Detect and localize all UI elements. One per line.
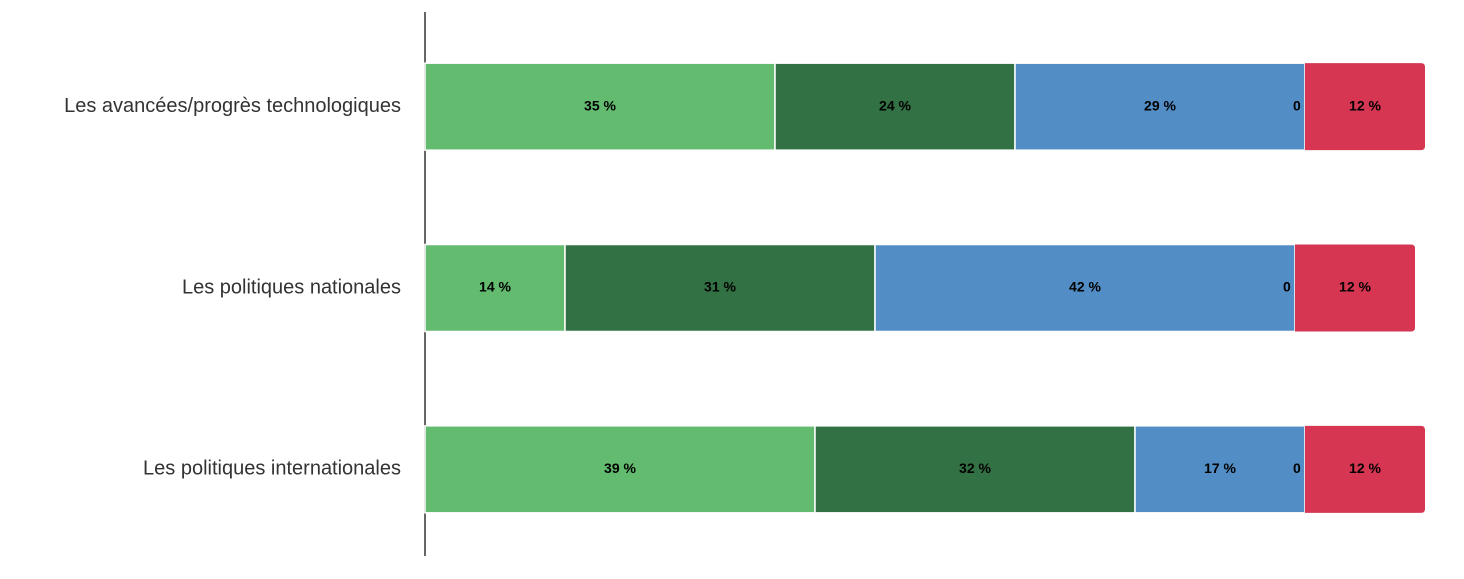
value-label: 12 %: [1349, 460, 1381, 476]
bar-segment: [1014, 62, 1306, 151]
value-label: 12 %: [1349, 97, 1381, 113]
bar-segment: [424, 243, 566, 333]
bar-segment: [1295, 244, 1415, 332]
value-label: 39 %: [604, 460, 636, 476]
bar-segment: [564, 243, 876, 333]
bar-segment: [874, 243, 1296, 333]
value-label: 31 %: [704, 279, 736, 295]
y-tick-label: Les politiques internationales: [143, 458, 401, 480]
value-label: 14 %: [479, 279, 511, 295]
value-label: 32 %: [959, 460, 991, 476]
bar-segment: [424, 62, 776, 151]
bar-segment: [774, 62, 1016, 151]
value-label: 24 %: [879, 97, 911, 113]
value-label: 17 %: [1204, 460, 1236, 476]
y-tick-label: Les avancées/progrès technologiques: [64, 95, 401, 117]
bar-segment: [1305, 63, 1425, 151]
bar-segment: [814, 425, 1136, 514]
value-label: 12 %: [1339, 279, 1371, 295]
y-tick-label: Les politiques nationales: [182, 276, 401, 298]
value-label: 35 %: [584, 97, 616, 113]
value-label: 29 %: [1144, 97, 1176, 113]
value-label: 42 %: [1069, 279, 1101, 295]
bar-segment: [424, 425, 816, 514]
bar-segment: [1305, 425, 1425, 513]
